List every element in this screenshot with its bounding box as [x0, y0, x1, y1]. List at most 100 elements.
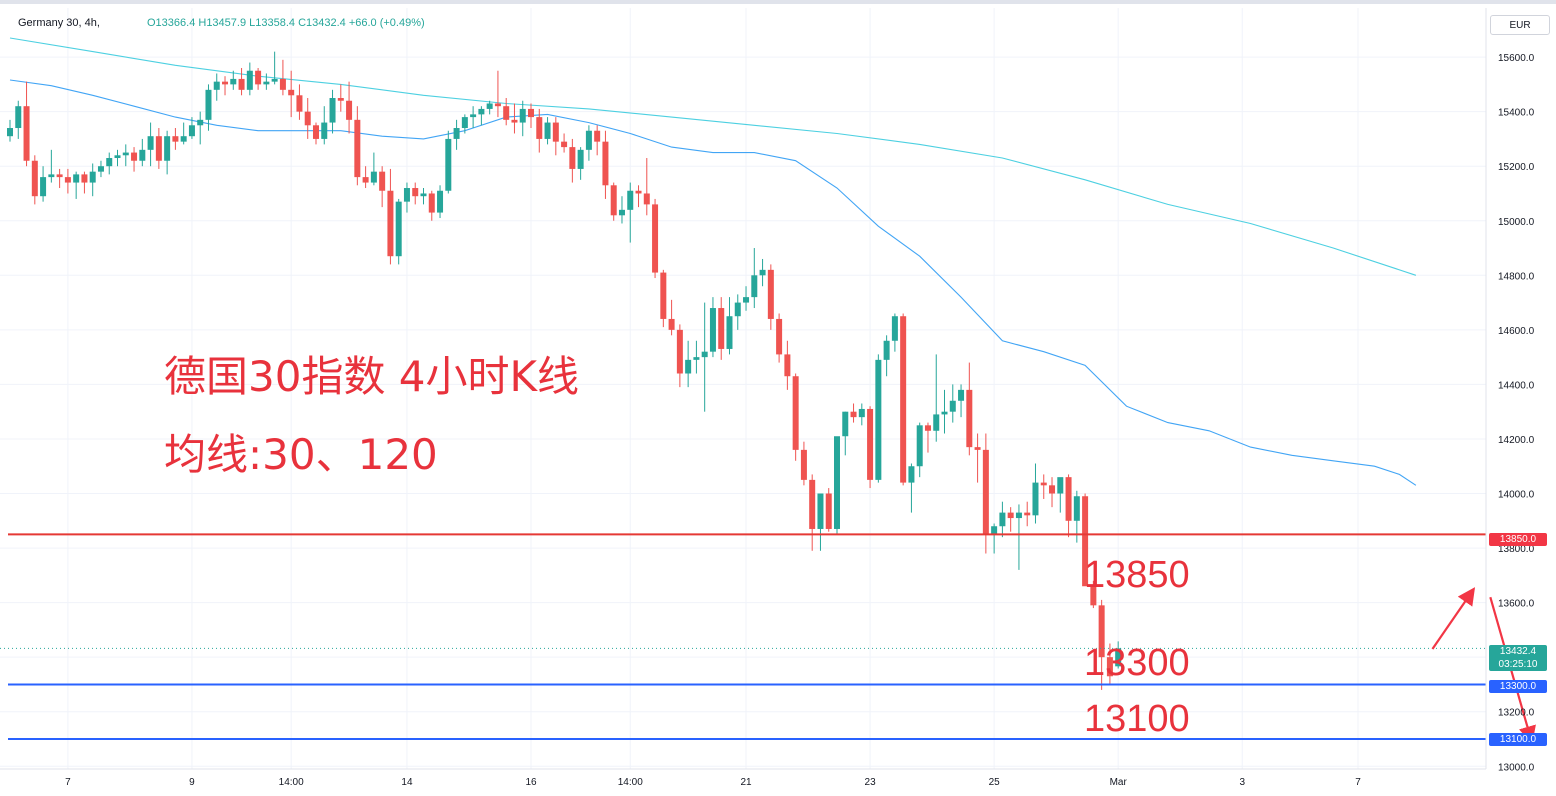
price-tick-label: 13200.0: [1498, 708, 1535, 719]
candle-body: [379, 171, 386, 191]
candle-body: [296, 95, 303, 112]
candle-body: [594, 130, 601, 142]
candle-body: [809, 479, 816, 529]
candle-body: [494, 103, 501, 107]
candle-body: [676, 329, 683, 374]
candle-body: [999, 512, 1006, 527]
candle-body: [1024, 512, 1031, 516]
price-tick-label: 14400.0: [1498, 380, 1535, 391]
candle-body: [337, 98, 344, 101]
chart-annotation-ma: 均线:30、120: [164, 430, 438, 479]
candle-body: [23, 106, 30, 161]
candle-body: [64, 177, 71, 183]
candle-body: [271, 78, 278, 82]
candle-body: [222, 81, 229, 85]
candle-body: [900, 316, 907, 483]
time-tick-label: 14: [401, 777, 413, 788]
candle-body: [817, 493, 824, 529]
candle-body: [759, 269, 766, 276]
candle-body: [40, 177, 47, 197]
candle-body: [528, 108, 535, 118]
candle-body: [867, 408, 874, 480]
candle-body: [875, 359, 882, 480]
bar-countdown: 03:25:10: [1498, 659, 1538, 670]
time-tick-label: 14:00: [618, 777, 643, 788]
candle-body: [1032, 482, 1039, 516]
candle-body: [346, 100, 353, 120]
candle-body: [850, 411, 857, 418]
candle-body: [958, 389, 965, 401]
time-tick-label: 7: [1355, 777, 1361, 788]
time-axis[interactable]: 7 9 14:00 14 16 14:00 21 23 25 Mar 3 7: [65, 777, 1361, 788]
level-label-13300: 13300: [1084, 642, 1190, 684]
candle-body: [701, 351, 708, 358]
candle-body: [1082, 496, 1089, 587]
candle-body: [73, 174, 80, 183]
candle-body: [552, 122, 559, 142]
candle-body: [453, 128, 460, 139]
candle-body: [1106, 657, 1113, 677]
candle-body: [685, 359, 692, 374]
candle-body: [246, 70, 253, 90]
candle-body: [908, 466, 915, 483]
price-tick-label: 13800.0: [1498, 544, 1535, 555]
candle-body: [238, 78, 245, 90]
candle-body: [949, 400, 956, 412]
ma120-line: [9, 37, 1417, 276]
candle-body: [420, 193, 427, 197]
candle-body: [635, 190, 642, 194]
candle-body: [966, 389, 973, 448]
candle-body: [561, 141, 568, 148]
candle-body: [1098, 605, 1105, 658]
candle-body: [48, 174, 55, 178]
candle-body: [1049, 485, 1056, 494]
support-price-badge-1: 13300.0: [1489, 680, 1547, 693]
candle-body: [7, 128, 13, 137]
candle-body: [89, 171, 96, 183]
candle-body: [255, 70, 262, 85]
candle-body: [618, 209, 625, 216]
candle-body: [668, 318, 675, 330]
candle-body: [743, 297, 750, 303]
horizontal-levels[interactable]: [0, 533, 1486, 740]
candle-body: [585, 130, 592, 150]
candle-body: [97, 166, 104, 172]
candle-body: [321, 122, 328, 139]
symbol-label[interactable]: Germany 30, 4h,: [18, 17, 100, 29]
candle-body: [56, 174, 63, 178]
candle-body: [974, 447, 981, 450]
candle-body: [800, 449, 807, 480]
price-tick-label: 13600.0: [1498, 599, 1535, 610]
candle-body: [693, 357, 700, 360]
candle-body: [362, 177, 369, 183]
candle-body: [329, 98, 336, 123]
last-price-value: 13432.4: [1499, 646, 1537, 657]
candle-body: [569, 147, 576, 169]
candle-body: [652, 204, 659, 273]
candle-body: [304, 111, 311, 126]
candle-body: [842, 411, 849, 437]
candle-body: [627, 190, 634, 210]
candle-body: [734, 302, 741, 317]
candle-body: [230, 78, 237, 85]
candle-body: [31, 160, 38, 197]
level-label-13850: 13850: [1084, 554, 1190, 596]
candle-body: [197, 119, 204, 126]
candle-body: [370, 171, 377, 183]
candle-body: [883, 340, 890, 360]
candle-body: [933, 414, 940, 431]
time-tick-label: 9: [189, 777, 195, 788]
candle-body: [924, 425, 931, 431]
candle-body: [1115, 648, 1122, 667]
ohlc-values: O13366.4 H13457.9 L13358.4 C13432.4 +66.…: [147, 17, 425, 29]
candle-body: [916, 425, 923, 467]
candles: [7, 51, 1122, 690]
top-border: [0, 0, 1556, 4]
chart-header: Germany 30, 4h, O13366.4 H13457.9 L13358…: [18, 17, 425, 29]
candle-body: [437, 190, 444, 213]
candle-body: [81, 174, 88, 183]
candle-body: [776, 318, 783, 355]
last-price-badge: 13432.4 03:25:10: [1489, 645, 1547, 671]
currency-button[interactable]: EUR: [1490, 15, 1550, 35]
